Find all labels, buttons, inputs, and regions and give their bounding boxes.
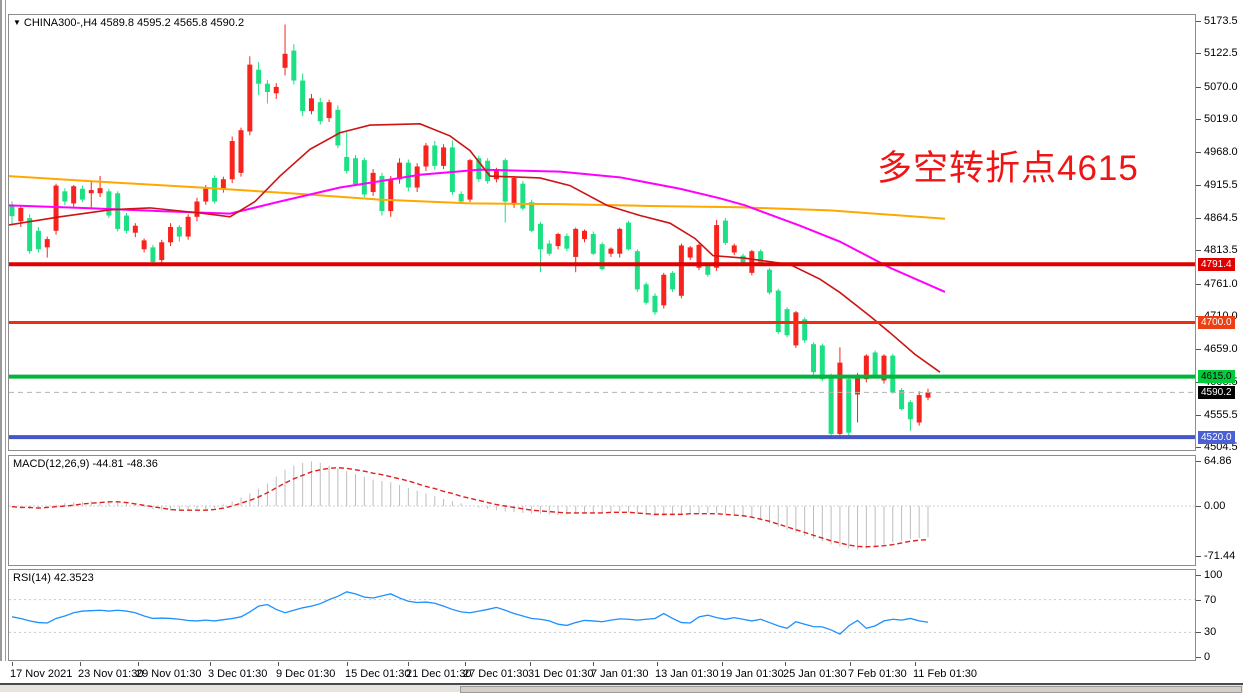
macd-label: MACD(12,26,9) -44.81 -48.36 [13,458,158,470]
date-label: 25 Jan 01:30 [783,668,847,680]
macd-label: 0.00 [1204,500,1226,512]
rsi-label: 70 [1204,594,1217,606]
price-label: 4813.5 [1204,244,1238,256]
date-tick [408,662,409,666]
symbol-ohlc-text: CHINA300-,H4 4589.8 4595.2 4565.8 4590.2 [23,17,245,29]
date-label: 23 Nov 01:30 [78,668,144,680]
date-label: 11 Feb 01:30 [913,668,978,680]
price-label: 4968.0 [1204,146,1238,158]
price-chart-panel[interactable]: ▼ CHINA300-,H4 4589.8 4595.2 4565.8 4590.… [8,14,1196,451]
date-tick [850,662,851,666]
current-price-badge: 4590.2 [1198,386,1235,399]
price-label: 4761.0 [1204,278,1238,290]
price-tick [1196,415,1201,416]
price-tick [1196,284,1201,285]
macd-tick [1196,506,1201,507]
horizontal-scrollbar[interactable] [0,683,1243,693]
date-label: 15 Dec 01:30 [345,668,411,680]
annotation-text: 多空转折点4615 [877,149,1139,188]
date-tick [465,662,466,666]
macd-tick [1196,461,1201,462]
date-tick [347,662,348,666]
price-tick [1196,87,1201,88]
date-label: 7 Jan 01:30 [591,668,649,680]
date-label: 27 Dec 01:30 [463,668,529,680]
date-label: 9 Dec 01:30 [276,668,336,680]
macd-histogram [11,461,929,550]
price-label: 5070.0 [1204,81,1238,93]
rsi-line [11,591,929,635]
rsi-plot [9,591,1195,635]
level-badge-4700.0: 4700.0 [1198,316,1235,329]
date-label: 21 Dec 01:30 [406,668,472,680]
date-tick [80,662,81,666]
date-tick [593,662,594,666]
rsi-tick [1196,632,1201,633]
time-axis[interactable]: 17 Nov 2021 23 Nov 01:30 29 Nov 01:30 3 Dec… [0,661,1243,683]
ma-orange-line [9,175,946,220]
date-tick [210,662,211,666]
date-label: 31 Dec 01:30 [528,668,594,680]
rsi-tick [1196,600,1201,601]
macd-signal-line [11,466,929,548]
macd-panel[interactable]: MACD(12,26,9) -44.81 -48.36 [8,455,1196,566]
candles-layer [9,24,931,439]
price-tick [1196,119,1201,120]
price-label: 5173.5 [1204,15,1238,27]
level-badge-4520.0: 4520.0 [1198,431,1235,444]
rsi-tick [1196,657,1201,658]
rsi-panel[interactable]: RSI(14) 42.3523 [8,569,1196,661]
macd-tick [1196,556,1201,557]
date-label: 19 Jan 01:30 [720,668,784,680]
rsi-label: 100 [1204,569,1223,581]
date-tick [530,662,531,666]
rsi-label: 30 [1204,626,1217,638]
macd-plot [9,461,1195,550]
ma-red-line [9,123,941,373]
price-label: 5122.5 [1204,47,1238,59]
price-tick [1196,250,1201,251]
level-badge-4615.0: 4615.0 [1198,370,1235,383]
date-label: 29 Nov 01:30 [136,668,202,680]
date-tick [278,662,279,666]
rsi-label: RSI(14) 42.3523 [13,572,94,584]
price-tick [1196,53,1201,54]
date-tick [138,662,139,666]
price-tick [1196,21,1201,22]
dropdown-triangle-icon[interactable]: ▼ [13,18,21,27]
candlestick-plot [9,24,1195,440]
price-label: 4864.5 [1204,212,1238,224]
date-tick [915,662,916,666]
rsi-tick [1196,575,1201,576]
price-label: 4555.5 [1204,409,1238,421]
level-badge-4791.4: 4791.4 [1198,258,1235,271]
rsi-label: 0 [1204,651,1211,663]
date-label: 13 Jan 01:30 [655,668,719,680]
price-tick [1196,218,1201,219]
price-tick [1196,447,1201,448]
macd-label: -71.44 [1204,550,1236,562]
date-label: 7 Feb 01:30 [848,668,907,680]
price-label: 5019.0 [1204,113,1238,125]
price-tick [1196,152,1201,153]
ma-magenta-line [9,168,946,293]
macd-label: 64.86 [1204,455,1232,467]
date-label: 17 Nov 2021 [10,668,73,680]
price-label: 4659.0 [1204,343,1238,355]
price-tick [1196,349,1201,350]
window-left-edge[interactable] [0,0,6,683]
date-tick [657,662,658,666]
date-tick [722,662,723,666]
date-tick [785,662,786,666]
price-tick [1196,185,1201,186]
date-tick [12,662,13,666]
price-label: 4915.5 [1204,179,1238,191]
price-axis[interactable]: 5173.5 5122.5 5070.0 5019.0 4968.0 4915.5 4864… [1196,0,1243,683]
price-label: 4504.5 [1204,441,1238,453]
date-label: 3 Dec 01:30 [208,668,268,680]
symbol-ohlc-label: ▼ CHINA300-,H4 4589.8 4595.2 4565.8 4590.… [13,17,244,29]
